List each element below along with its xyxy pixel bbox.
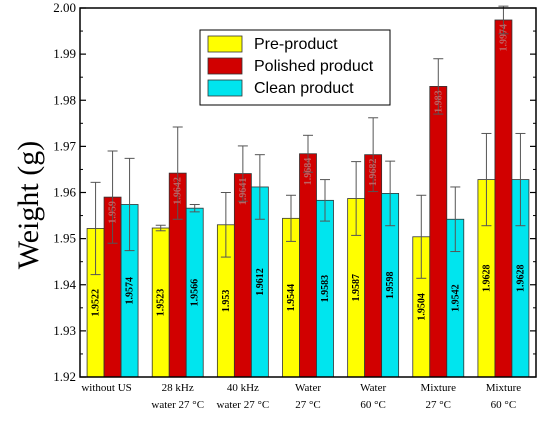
y-tick-label: 2.00 [53, 0, 76, 15]
y-tick-label: 1.92 [53, 369, 76, 384]
x-tick-label: Water [295, 382, 321, 394]
x-tick-label: 60 °C [491, 399, 517, 411]
data-label: 1.9974 [498, 24, 509, 52]
legend: Pre-product Polished product Clean product [199, 29, 391, 106]
x-tick-label: 60 °C [360, 399, 386, 411]
y-tick-label: 1.97 [53, 138, 76, 153]
data-label: 1.9566 [190, 279, 201, 307]
x-tick-label: Mixture [421, 382, 457, 394]
data-label: 1.959 [108, 201, 119, 224]
legend-entry: Clean product [254, 80, 354, 97]
legend-swatch [207, 79, 243, 97]
data-label: 1.9684 [303, 158, 314, 186]
x-tick-label: 27 °C [426, 399, 452, 411]
x-tick-label: 28 kHz [162, 382, 194, 394]
x-tick-label: 40 kHz [227, 382, 259, 394]
plot-area: 1.92 1.93 1.94 1.95 1.96 1.97 1.98 1.99 2.00 with… [53, 0, 536, 411]
legend-entry: Polished product [254, 58, 374, 75]
data-label: 1.9641 [238, 178, 249, 206]
data-label: 1.9522 [91, 289, 102, 317]
data-label: 1.953 [221, 290, 232, 313]
plot-frame [79, 7, 537, 378]
x-tick-label: Water [360, 382, 386, 394]
data-label: 1.9612 [255, 268, 266, 296]
bar [429, 86, 448, 378]
y-tick-label: 1.94 [53, 277, 76, 292]
data-label: 1.9682 [368, 159, 379, 187]
x-tick-label: Mixture [486, 382, 522, 394]
legend-swatch [207, 57, 243, 75]
data-label: 1.9523 [156, 289, 167, 317]
y-tick-label: 1.99 [53, 46, 76, 61]
y-tick-label: 1.96 [53, 185, 76, 200]
x-tick-label: without US [81, 382, 131, 394]
data-label: 1.9628 [481, 265, 492, 293]
x-tick-label: water 27 °C [217, 399, 270, 411]
y-tick-label: 1.98 [53, 92, 76, 107]
bar [494, 19, 513, 378]
data-label: 1.9542 [450, 284, 461, 312]
data-label: 1.9587 [351, 274, 362, 302]
y-tick-label: 1.95 [53, 231, 76, 246]
legend-swatch [207, 35, 243, 53]
data-label: 1.9628 [515, 265, 526, 293]
data-label: 1.9544 [286, 284, 297, 312]
x-tick-label: 27 °C [295, 399, 321, 411]
data-label: 1.9574 [125, 277, 136, 305]
data-label: 1.9598 [385, 271, 396, 299]
data-label: 1.9504 [416, 293, 427, 321]
data-label: 1.9642 [173, 177, 184, 205]
x-tick-label: water 27 °C [151, 399, 204, 411]
data-label: 1.9583 [320, 275, 331, 303]
legend-entry: Pre-product [254, 36, 338, 53]
y-tick-label: 1.93 [53, 323, 76, 338]
bar [299, 153, 317, 378]
data-label: 1.983 [433, 90, 444, 113]
y-axis-title: Weight (g) [12, 141, 45, 269]
